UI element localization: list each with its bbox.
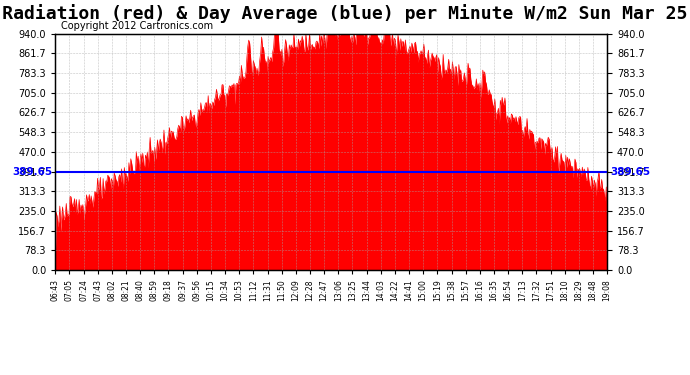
Text: Copyright 2012 Cartronics.com: Copyright 2012 Cartronics.com: [61, 21, 213, 32]
Text: Solar Radiation (red) & Day Average (blue) per Minute W/m2 Sun Mar 25 19:12: Solar Radiation (red) & Day Average (blu…: [0, 4, 690, 23]
Text: 389.65: 389.65: [610, 167, 650, 177]
Text: 389.65: 389.65: [12, 167, 52, 177]
